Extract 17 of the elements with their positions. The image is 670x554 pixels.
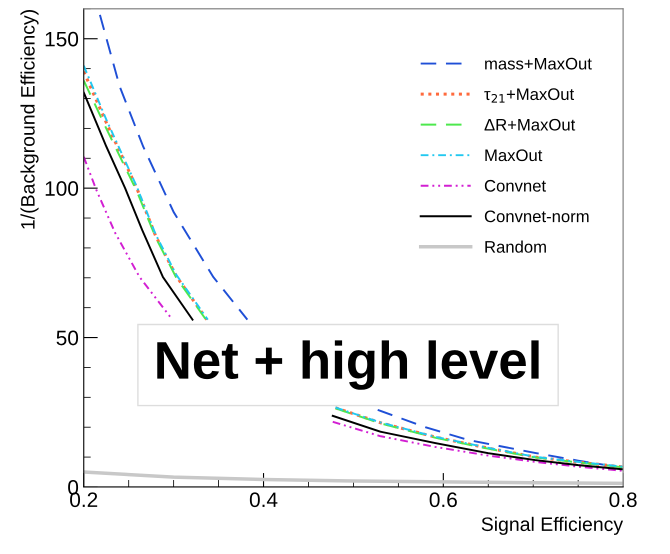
legend-label: MaxOut [485, 149, 542, 162]
y-tick-label: 100 [46, 181, 78, 196]
legend-label: Convnet [484, 180, 546, 192]
y-tick-label: 150 [46, 32, 78, 46]
annotation: Net + high level [157, 340, 539, 390]
x-tick-label: 0.8 [609, 492, 637, 508]
y-tick-label: 50 [56, 330, 78, 346]
legend-label: τ$_{21}$+MaxOut [484, 88, 574, 103]
legend-label: ΔR+MaxOut [484, 118, 576, 131]
legend-label: Random [485, 240, 546, 253]
legend-label: mass+MaxOut [485, 58, 592, 70]
x-tick-label: 0.6 [430, 492, 457, 508]
x-tick-label: 0.4 [250, 492, 278, 508]
y-axis-title: 1/(Background Efficiency) [20, 10, 39, 229]
line-series [84, 470, 624, 486]
x-axis-title: Signal Efficiency [482, 516, 624, 535]
legend-label: Convnet-norm [484, 210, 589, 222]
